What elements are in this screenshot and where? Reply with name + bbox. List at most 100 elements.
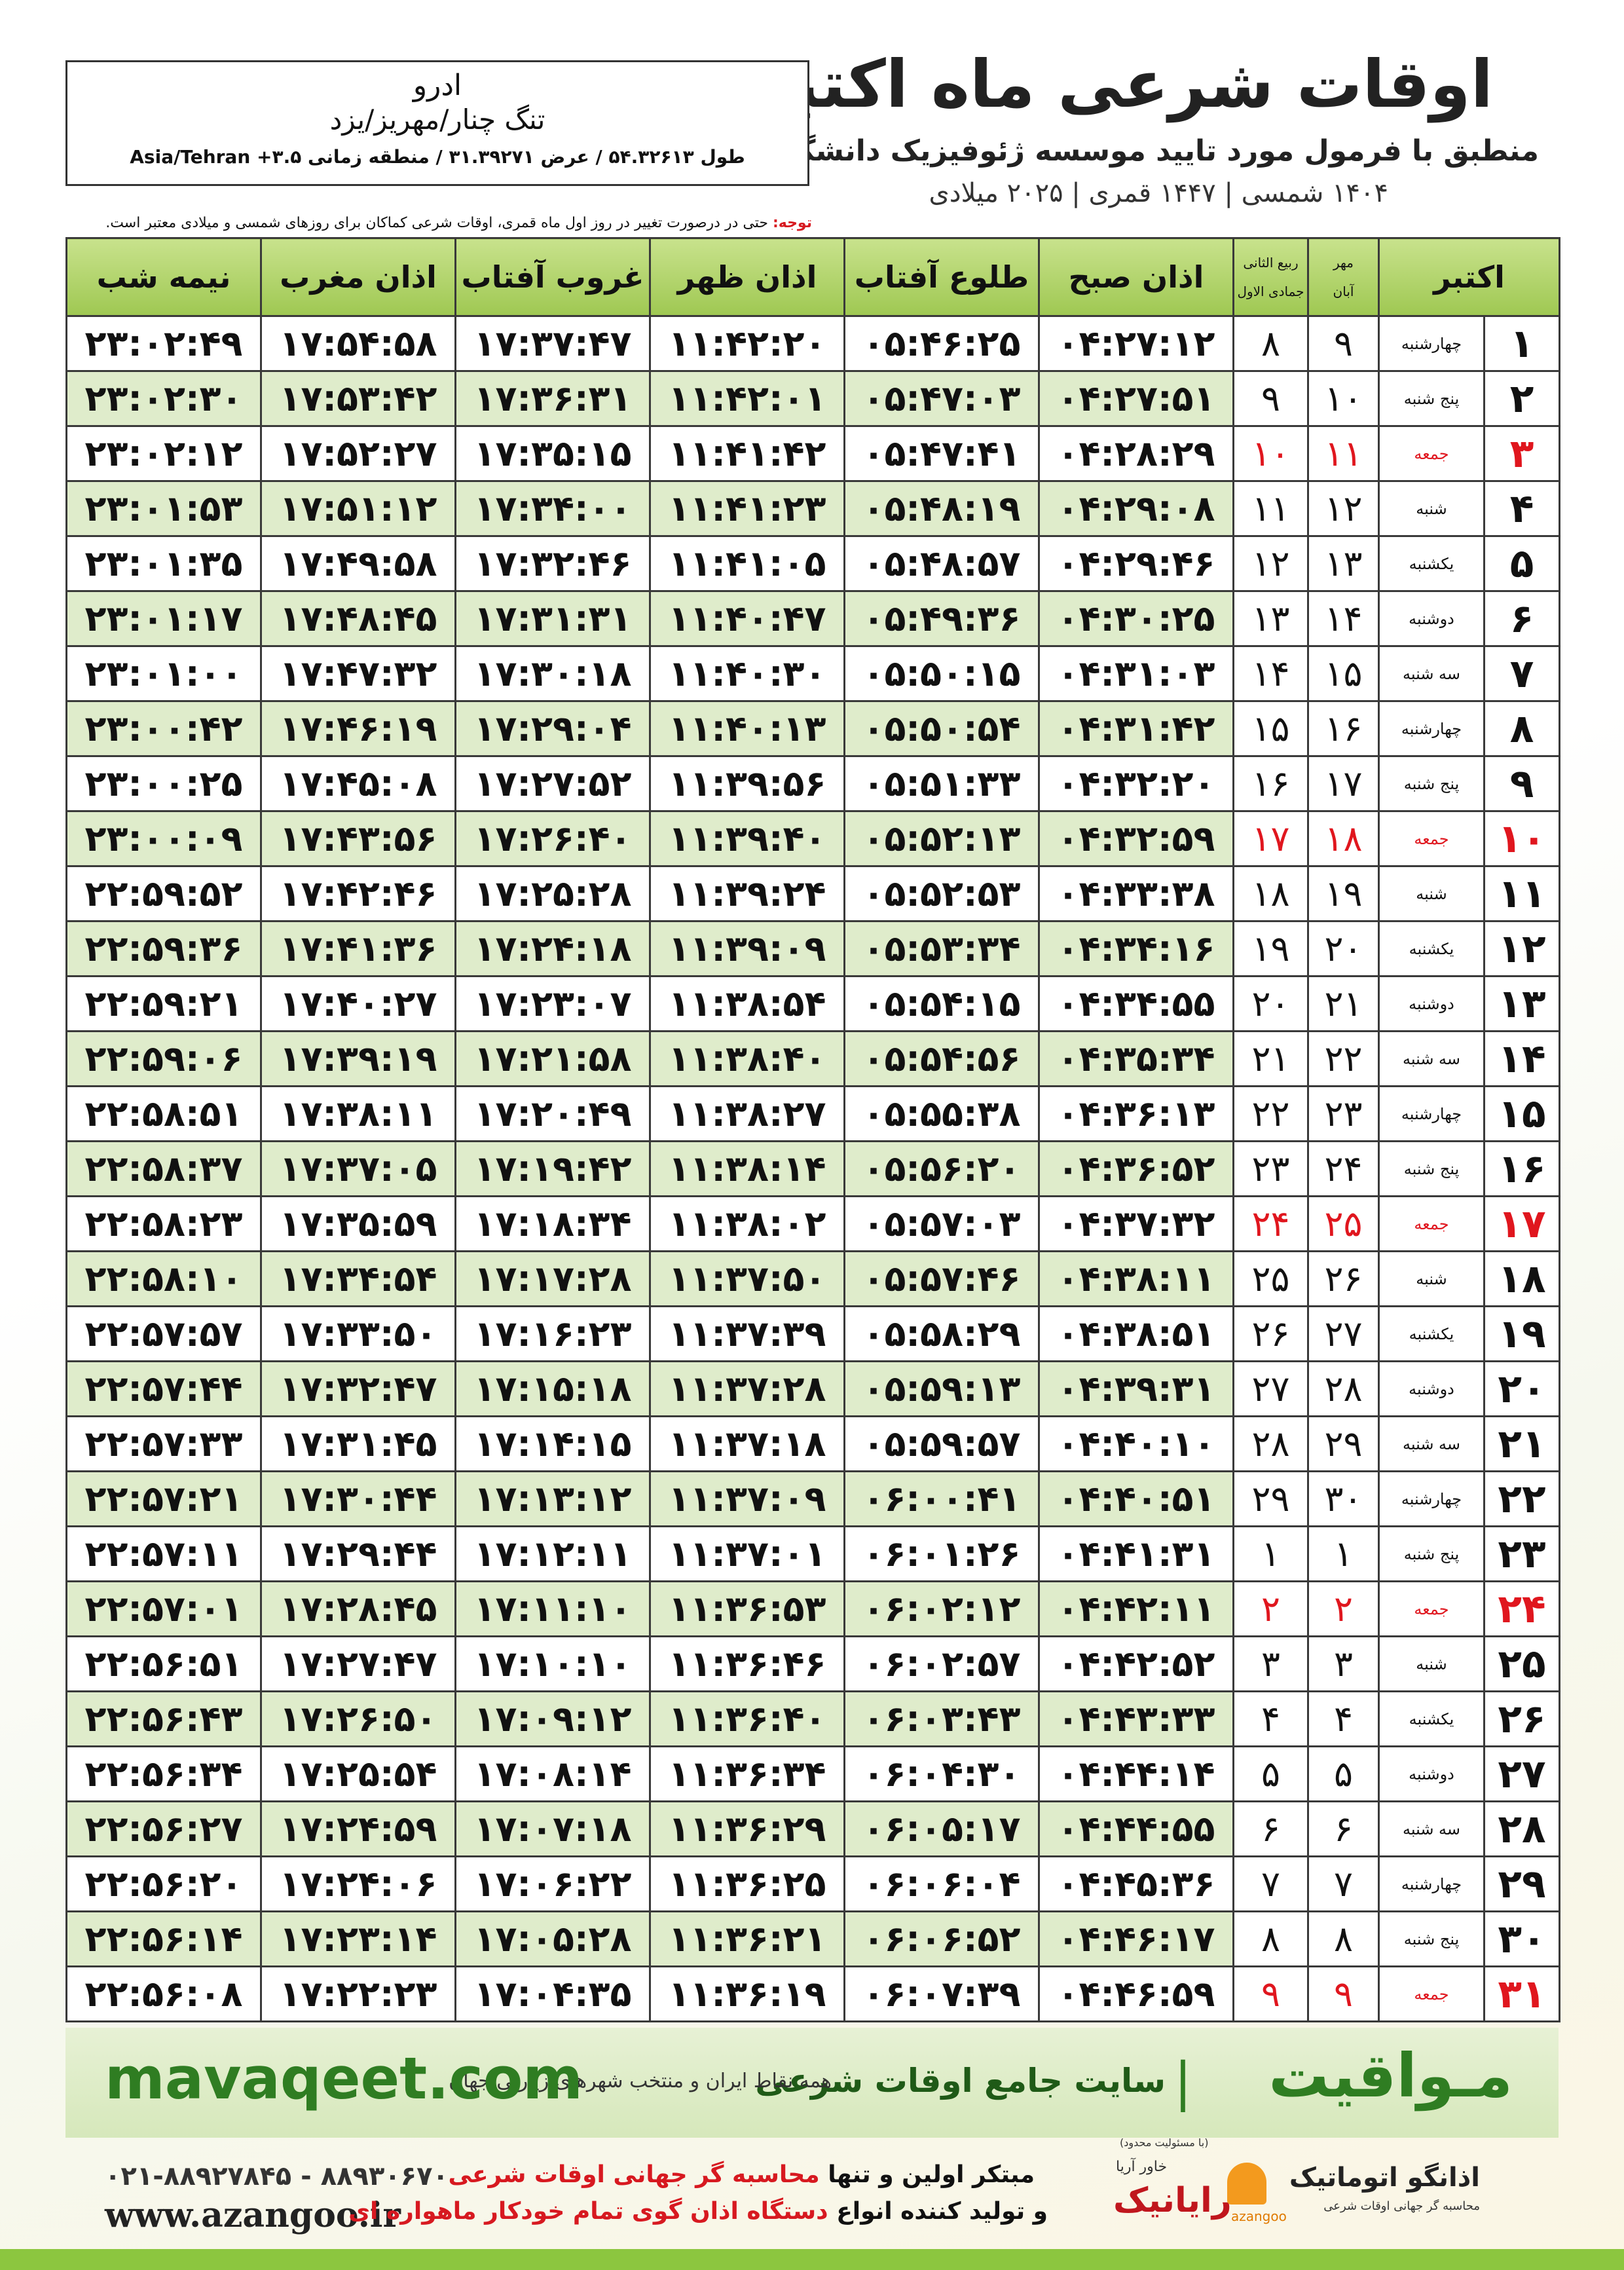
- time: ۲۲:۵۶:۵۱: [84, 1643, 243, 1684]
- table-row: ۵ یکشنبه ۱۳ ۱۲ ۰۴:۲۹:۴۶ ۰۵:۴۸:۵۷ ۱۱:۴۱:۰۵ ۱۷:۳۲…: [65, 535, 1561, 592]
- cell: ۲۲: [1483, 1470, 1561, 1527]
- time-cell: ۱۷:۲۵:۵۴: [260, 1745, 456, 1802]
- time: ۱۷:۵۲:۲۷: [279, 433, 437, 474]
- time: ۱۱:۳۶:۵۳: [668, 1588, 826, 1629]
- cell: ۴: [1232, 1690, 1309, 1747]
- time: ۱۱:۴۱:۰۵: [668, 543, 826, 584]
- cell: ۱۳: [1232, 590, 1309, 647]
- logo-note: (با مسئولیت محدود): [1120, 2136, 1209, 2149]
- cell: ۳۰: [1307, 1470, 1380, 1527]
- time: ۲۳:۰۲:۴۹: [84, 323, 243, 364]
- table-row: ۱۰ جمعه ۱۸ ۱۷ ۰۴:۳۲:۵۹ ۰۵:۵۲:۱۳ ۱۱:۳۹:۴۰ ۱۷:۲۶:…: [65, 810, 1561, 867]
- cell: چهارشنبه: [1377, 1855, 1486, 1912]
- time: ۲۲:۵۶:۱۴: [84, 1918, 243, 1960]
- separator: |: [1174, 2051, 1192, 2112]
- cell: چهارشنبه: [1377, 700, 1486, 757]
- time-cell: ۱۷:۲۴:۰۶: [260, 1855, 456, 1912]
- time: ۲۲:۵۹:۰۶: [84, 1038, 243, 1079]
- time: ۲۳:۰۰:۲۵: [84, 763, 243, 804]
- time: ۱۱:۳۷:۰۹: [668, 1478, 826, 1519]
- time: ۱۷:۲۷:۴۷: [279, 1643, 437, 1684]
- time-cell: ۱۷:۱۱:۱۰: [454, 1580, 651, 1637]
- time-cell: ۱۷:۵۳:۴۲: [260, 370, 456, 427]
- time-cell: ۱۷:۰۹:۱۲: [454, 1690, 651, 1747]
- time-cell: ۱۱:۴۱:۴۲: [649, 425, 845, 482]
- cell: ۶: [1307, 1800, 1380, 1857]
- time: ۱۱:۳۹:۲۴: [668, 873, 826, 914]
- time-cell: ۱۱:۳۶:۴۶: [649, 1635, 845, 1692]
- time-cell: ۰۵:۵۲:۱۳: [843, 810, 1040, 867]
- cell: ۱۶: [1307, 700, 1380, 757]
- cell: ۷: [1307, 1855, 1380, 1912]
- cell: ۱۶: [1232, 755, 1309, 812]
- prayer-table: اکتبر مهر آبان ربیع الثانی جمادی الاول اذان ص…: [65, 237, 1561, 2022]
- cell: ۲۴: [1483, 1580, 1561, 1637]
- header-cell: غروب آفتاب: [454, 237, 651, 317]
- time-cell: ۱۱:۳۸:۰۲: [649, 1195, 845, 1252]
- time-cell: ۱۷:۰۷:۱۸: [454, 1800, 651, 1857]
- time: ۰۶:۰۵:۱۷: [862, 1808, 1021, 1850]
- time-cell: ۱۷:۱۸:۳۴: [454, 1195, 651, 1252]
- site: mavaqeet.com: [105, 2045, 583, 2112]
- cell: ۱۲: [1307, 480, 1380, 537]
- time: ۱۷:۲۴:۰۶: [279, 1863, 437, 1905]
- time-cell: ۱۷:۱۷:۲۸: [454, 1250, 651, 1307]
- time-cell: ۱۷:۳۵:۵۹: [260, 1195, 456, 1252]
- time-cell: ۲۲:۵۶:۰۸: [65, 1965, 262, 2022]
- time-cell: ۱۷:۴۰:۲۷: [260, 975, 456, 1032]
- time: ۱۷:۴۳:۵۶: [279, 818, 437, 859]
- header-subcell: مهر: [1333, 255, 1354, 270]
- cell: ۱۴: [1483, 1030, 1561, 1087]
- time: ۲۳:۰۰:۴۲: [84, 708, 243, 749]
- header-cell: اذان صبح: [1038, 237, 1234, 317]
- time-cell: ۱۷:۱۹:۴۲: [454, 1140, 651, 1197]
- time-cell: ۰۶:۰۵:۱۷: [843, 1800, 1040, 1857]
- cell: ۲۹: [1483, 1855, 1561, 1912]
- cell: ۱۳: [1483, 975, 1561, 1032]
- time-cell: ۲۲:۵۷:۱۱: [65, 1525, 262, 1582]
- time: ۱۷:۲۴:۱۸: [473, 928, 632, 969]
- time-cell: ۰۴:۳۷:۳۲: [1038, 1195, 1234, 1252]
- cell: ۲۹: [1307, 1415, 1380, 1472]
- logo-subtext: محاسبه گر جهانی اوقات شرعی: [1323, 2199, 1480, 2213]
- cell: یکشنبه: [1377, 1305, 1486, 1362]
- cell: یکشنبه: [1377, 920, 1486, 977]
- cell: ۴: [1307, 1690, 1380, 1747]
- time-cell: ۰۶:۰۴:۳۰: [843, 1745, 1040, 1802]
- time: ۱۱:۳۸:۰۲: [668, 1203, 826, 1244]
- time: ۱۷:۴۶:۱۹: [279, 708, 437, 749]
- time-cell: ۱۱:۳۸:۵۴: [649, 975, 845, 1032]
- time: ۲۲:۵۶:۴۳: [84, 1698, 243, 1740]
- table-row: ۱۲ یکشنبه ۲۰ ۱۹ ۰۴:۳۴:۱۶ ۰۵:۵۳:۳۴ ۱۱:۳۹:۰۹ ۱۷:۲…: [65, 920, 1561, 977]
- cell: ۱۳: [1307, 535, 1380, 592]
- cell: ۵: [1483, 535, 1561, 592]
- table-row: ۲۳ پنج شنبه ۱ ۱ ۰۴:۴۱:۳۱ ۰۶:۰۱:۲۶ ۱۱:۳۷:۰۱ ۱۷:۱…: [65, 1525, 1561, 1582]
- time: ۱۷:۴۰:۲۷: [279, 983, 437, 1024]
- cell: ۲۶: [1483, 1690, 1561, 1747]
- cell: ۲۵: [1307, 1195, 1380, 1252]
- cell: ۱۵: [1232, 700, 1309, 757]
- table-row: ۱۹ یکشنبه ۲۷ ۲۶ ۰۴:۳۸:۵۱ ۰۵:۵۸:۲۹ ۱۱:۳۷:۳۹ ۱۷:۱…: [65, 1305, 1561, 1362]
- cell: پنج شنبه: [1377, 370, 1486, 427]
- cell: ۱۵: [1483, 1085, 1561, 1142]
- time-cell: ۰۴:۳۴:۱۶: [1038, 920, 1234, 977]
- cell: ۱۸: [1232, 865, 1309, 922]
- time-cell: ۱۷:۳۶:۳۱: [454, 370, 651, 427]
- table-row: ۷ سه شنبه ۱۵ ۱۴ ۰۴:۳۱:۰۳ ۰۵:۵۰:۱۵ ۱۱:۴۰:۳۰ ۱۷:۳…: [65, 645, 1561, 702]
- time: ۰۵:۵۹:۱۳: [862, 1368, 1021, 1409]
- logo-mark: [1227, 2163, 1266, 2205]
- time: ۰۵:۴۶:۲۵: [862, 323, 1021, 364]
- table-row: ۲ پنج شنبه ۱۰ ۹ ۰۴:۲۷:۵۱ ۰۵:۴۷:۰۳ ۱۱:۴۲:۰۱ ۱۷:۳…: [65, 370, 1561, 427]
- time-cell: ۱۱:۳۶:۱۹: [649, 1965, 845, 2022]
- location-name: ادرو: [413, 69, 462, 102]
- time: ۰۴:۴۳:۳۳: [1057, 1698, 1215, 1740]
- time-cell: ۰۵:۴۸:۱۹: [843, 480, 1040, 537]
- time: ۱۷:۰۴:۳۵: [473, 1973, 632, 2015]
- logo-text: اذانگو اتوماتیک: [1289, 2163, 1480, 2193]
- time: ۰۴:۳۶:۵۲: [1057, 1148, 1215, 1189]
- time: ۱۷:۰۷:۱۸: [473, 1808, 632, 1850]
- time-cell: ۱۱:۳۶:۲۵: [649, 1855, 845, 1912]
- time-cell: ۰۵:۵۹:۵۷: [843, 1415, 1040, 1472]
- time: ۰۶:۰۰:۴۱: [862, 1478, 1021, 1519]
- time-cell: ۱۱:۳۶:۵۳: [649, 1580, 845, 1637]
